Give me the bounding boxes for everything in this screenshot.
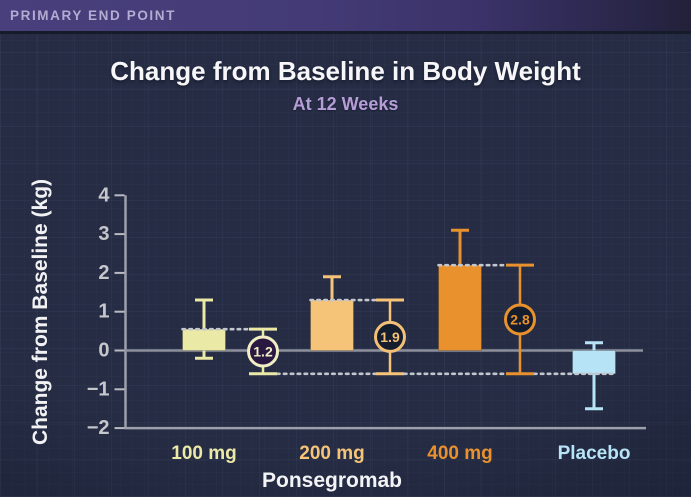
y-tick-label: 2 <box>98 262 109 284</box>
y-tick-label: 1 <box>98 301 109 323</box>
diff-value-100-mg: 1.2 <box>253 343 273 359</box>
y-axis-label: Change from Baseline (kg) <box>29 179 52 445</box>
y-tick-label: −1 <box>87 378 110 400</box>
bar-placebo <box>572 350 616 375</box>
y-tick-label: −2 <box>87 417 110 439</box>
x-label-200-mg: 200 mg <box>299 443 364 464</box>
y-tick-label: 3 <box>98 223 109 245</box>
x-label-placebo: Placebo <box>558 443 631 464</box>
bar-100-mg <box>182 328 226 352</box>
primary-endpoint-banner: PRIMARY END POINT <box>0 0 691 34</box>
x-axis-group-label: Ponsegromab <box>262 469 402 492</box>
banner-label: PRIMARY END POINT <box>10 8 176 23</box>
x-label-100-mg: 100 mg <box>171 443 236 464</box>
x-label-400-mg: 400 mg <box>427 443 492 464</box>
y-tick-label: 0 <box>98 340 109 362</box>
diff-value-200-mg: 1.9 <box>380 329 400 345</box>
bar-400-mg <box>438 264 482 352</box>
y-tick-label: 4 <box>98 184 110 206</box>
bar-200-mg <box>310 299 354 351</box>
chart-title: Change from Baseline in Body Weight <box>110 56 581 86</box>
diff-value-400-mg: 2.8 <box>510 311 530 327</box>
chart-subtitle: At 12 Weeks <box>292 94 399 114</box>
